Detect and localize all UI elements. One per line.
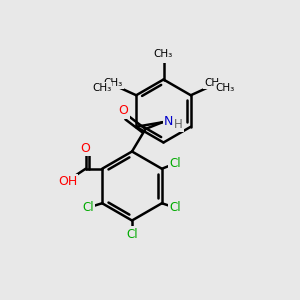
Text: Cl: Cl — [82, 201, 94, 214]
Text: Cl: Cl — [169, 157, 181, 170]
Text: CH₃: CH₃ — [103, 78, 123, 88]
Text: CH₃: CH₃ — [154, 49, 173, 59]
Text: CH₃: CH₃ — [154, 52, 173, 62]
Text: CH₃: CH₃ — [92, 83, 111, 93]
Text: O: O — [119, 104, 128, 118]
Text: CH₃: CH₃ — [216, 83, 235, 93]
Text: OH: OH — [58, 175, 77, 188]
Text: H: H — [174, 118, 183, 131]
Text: O: O — [81, 142, 91, 155]
Text: N: N — [164, 115, 173, 128]
Text: CH₃: CH₃ — [204, 78, 224, 88]
Text: Cl: Cl — [169, 201, 181, 214]
Text: Cl: Cl — [126, 227, 138, 241]
